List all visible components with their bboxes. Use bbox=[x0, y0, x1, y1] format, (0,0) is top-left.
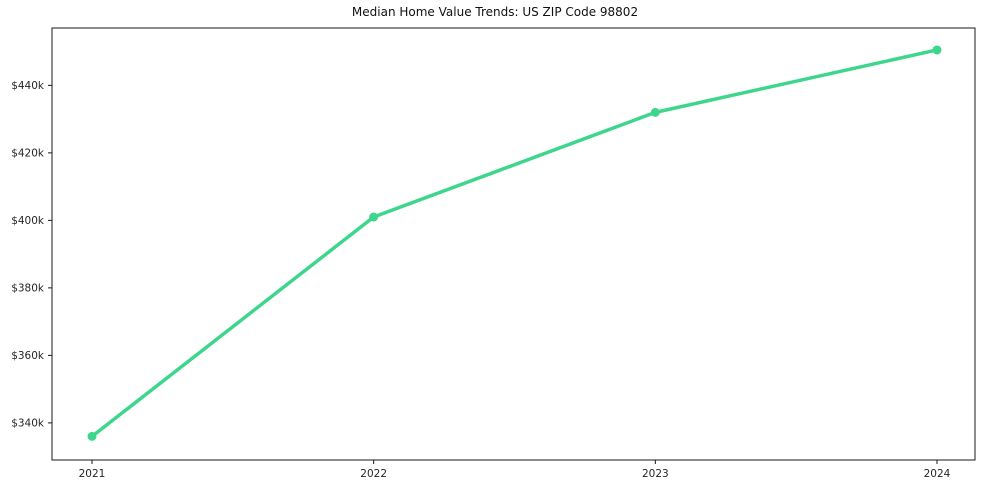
x-tick-label: 2024 bbox=[924, 468, 951, 480]
trend-line bbox=[90, 48, 939, 439]
data-point-marker bbox=[87, 431, 97, 441]
y-tick-label: $380k bbox=[11, 282, 45, 294]
y-tick-label: $340k bbox=[11, 417, 45, 429]
data-point-marker bbox=[932, 45, 942, 55]
chart-title: Median Home Value Trends: US ZIP Code 98… bbox=[351, 5, 639, 19]
y-tick-label: $440k bbox=[11, 80, 45, 92]
plot-border bbox=[51, 27, 976, 461]
x-tick-label: 2022 bbox=[360, 468, 387, 480]
y-tick-label: $420k bbox=[11, 147, 45, 159]
x-tick-label: 2021 bbox=[79, 468, 106, 480]
x-tick-label: 2023 bbox=[642, 468, 669, 480]
data-point-marker bbox=[650, 107, 660, 117]
y-tick-label: $400k bbox=[11, 215, 45, 227]
data-point-marker bbox=[369, 212, 379, 222]
y-tick-label: $360k bbox=[11, 350, 45, 362]
